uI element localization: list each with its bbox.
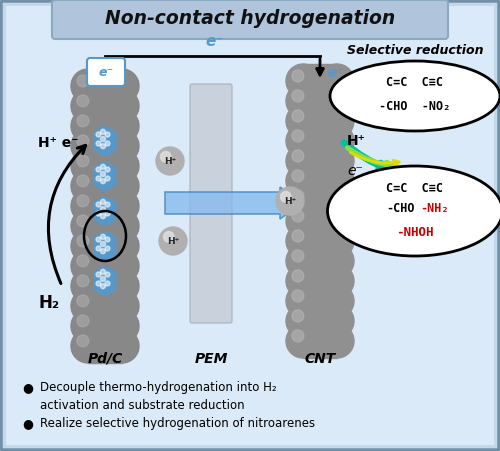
Bar bbox=[88, 209, 122, 243]
Text: PEM: PEM bbox=[194, 352, 228, 366]
Bar bbox=[303, 144, 337, 178]
Circle shape bbox=[292, 170, 304, 182]
Text: -NHOH: -NHOH bbox=[396, 226, 434, 239]
Circle shape bbox=[71, 89, 105, 123]
Circle shape bbox=[292, 130, 304, 142]
Circle shape bbox=[100, 171, 105, 176]
FancyArrowPatch shape bbox=[48, 145, 86, 284]
FancyBboxPatch shape bbox=[6, 6, 494, 445]
FancyBboxPatch shape bbox=[52, 0, 448, 39]
Circle shape bbox=[105, 129, 139, 163]
Circle shape bbox=[292, 250, 304, 262]
Bar bbox=[303, 124, 337, 158]
Circle shape bbox=[105, 169, 139, 203]
Circle shape bbox=[320, 84, 354, 118]
Circle shape bbox=[100, 129, 105, 134]
Circle shape bbox=[94, 138, 108, 152]
Text: -CHO  -NO₂: -CHO -NO₂ bbox=[380, 100, 450, 112]
Circle shape bbox=[105, 237, 110, 242]
Text: ●: ● bbox=[22, 417, 33, 430]
Circle shape bbox=[292, 330, 304, 342]
Circle shape bbox=[105, 246, 110, 251]
Circle shape bbox=[71, 69, 105, 103]
Text: H⁺: H⁺ bbox=[347, 134, 366, 148]
Circle shape bbox=[100, 179, 105, 184]
Bar bbox=[88, 329, 122, 363]
Circle shape bbox=[105, 249, 139, 283]
Circle shape bbox=[105, 149, 139, 183]
Text: e⁻: e⁻ bbox=[206, 34, 224, 49]
Bar bbox=[88, 169, 122, 203]
Circle shape bbox=[77, 215, 89, 227]
Circle shape bbox=[102, 199, 117, 213]
Circle shape bbox=[320, 224, 354, 258]
Bar bbox=[303, 84, 337, 118]
Circle shape bbox=[105, 209, 139, 243]
Bar bbox=[88, 269, 122, 303]
Circle shape bbox=[105, 189, 139, 223]
Circle shape bbox=[320, 304, 354, 338]
Circle shape bbox=[320, 184, 354, 218]
Circle shape bbox=[98, 134, 112, 148]
Text: Realize selective hydrogenation of nitroarenes: Realize selective hydrogenation of nitro… bbox=[40, 417, 315, 430]
Circle shape bbox=[98, 274, 112, 288]
Circle shape bbox=[102, 244, 117, 258]
Circle shape bbox=[94, 165, 108, 179]
Bar bbox=[88, 249, 122, 283]
Circle shape bbox=[292, 70, 304, 82]
Circle shape bbox=[286, 84, 320, 118]
Bar bbox=[88, 89, 122, 123]
Circle shape bbox=[98, 211, 112, 225]
Circle shape bbox=[105, 176, 110, 181]
FancyBboxPatch shape bbox=[87, 58, 125, 86]
Circle shape bbox=[96, 211, 101, 216]
Bar bbox=[88, 229, 122, 263]
Bar bbox=[303, 164, 337, 198]
Text: -NH₂: -NH₂ bbox=[421, 202, 449, 216]
Circle shape bbox=[98, 169, 112, 183]
Circle shape bbox=[105, 132, 110, 137]
Circle shape bbox=[320, 324, 354, 358]
Circle shape bbox=[98, 127, 112, 141]
Circle shape bbox=[320, 164, 354, 198]
Circle shape bbox=[96, 202, 101, 207]
Circle shape bbox=[292, 230, 304, 242]
Circle shape bbox=[96, 237, 101, 242]
Circle shape bbox=[71, 309, 105, 343]
Bar bbox=[303, 304, 337, 338]
Bar bbox=[303, 284, 337, 318]
Circle shape bbox=[292, 150, 304, 162]
Circle shape bbox=[100, 137, 105, 142]
Circle shape bbox=[164, 231, 174, 242]
Bar bbox=[303, 324, 337, 358]
Circle shape bbox=[286, 324, 320, 358]
Circle shape bbox=[292, 290, 304, 302]
Bar bbox=[303, 204, 337, 238]
Circle shape bbox=[77, 195, 89, 207]
Circle shape bbox=[100, 249, 105, 254]
Circle shape bbox=[105, 211, 110, 216]
Circle shape bbox=[292, 270, 304, 282]
Circle shape bbox=[320, 144, 354, 178]
Circle shape bbox=[77, 75, 89, 87]
Circle shape bbox=[96, 272, 101, 277]
Circle shape bbox=[71, 289, 105, 323]
Circle shape bbox=[71, 329, 105, 363]
Circle shape bbox=[71, 169, 105, 203]
Ellipse shape bbox=[328, 166, 500, 256]
Circle shape bbox=[96, 246, 101, 251]
Text: Decouple thermo-hydrogenation into H₂: Decouple thermo-hydrogenation into H₂ bbox=[40, 381, 276, 394]
Bar bbox=[88, 69, 122, 103]
Circle shape bbox=[100, 276, 105, 281]
Circle shape bbox=[94, 208, 108, 222]
Ellipse shape bbox=[330, 61, 500, 131]
Circle shape bbox=[96, 176, 101, 181]
Circle shape bbox=[286, 204, 320, 238]
Circle shape bbox=[102, 235, 117, 249]
Circle shape bbox=[98, 141, 112, 155]
Circle shape bbox=[320, 104, 354, 138]
Circle shape bbox=[320, 264, 354, 298]
Circle shape bbox=[77, 255, 89, 267]
Circle shape bbox=[98, 246, 112, 260]
